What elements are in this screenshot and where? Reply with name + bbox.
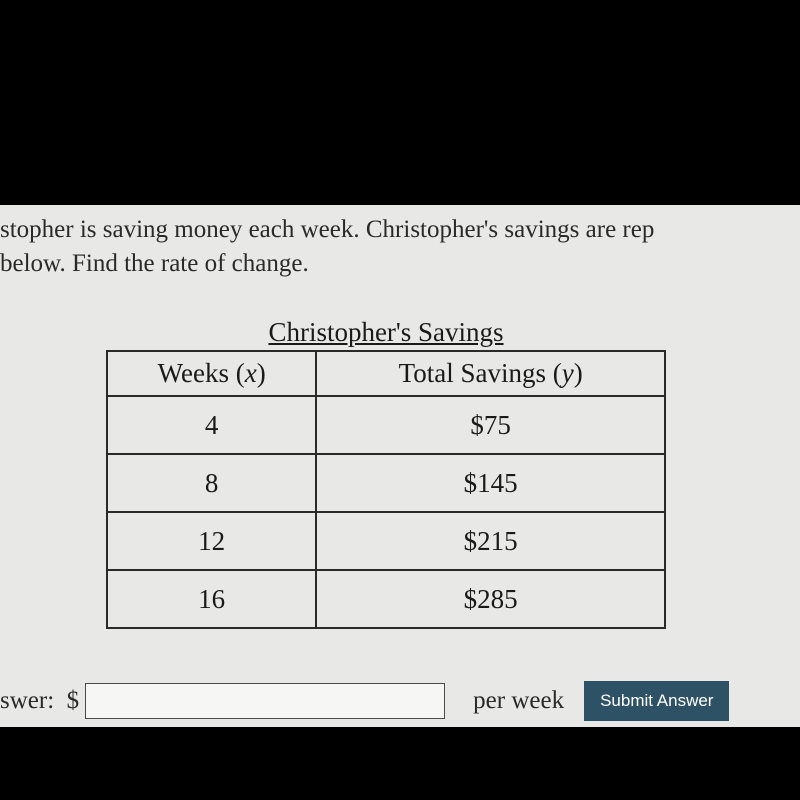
cell-savings: $145	[316, 454, 665, 512]
problem-line-2: below. Find the rate of change.	[0, 250, 309, 277]
cell-savings: $285	[316, 570, 665, 628]
table-header-row: Weeks (x) Total Savings (y)	[107, 351, 665, 396]
answer-label: swer: $	[0, 687, 79, 715]
problem-line-1: stopher is saving money each week. Chris…	[0, 216, 654, 243]
table-row: 16 $285	[107, 570, 665, 628]
unit-label: per week	[473, 687, 564, 715]
problem-content: stopher is saving money each week. Chris…	[0, 205, 800, 727]
answer-row: swer: $ per week Submit Answer	[0, 681, 800, 721]
answer-input[interactable]	[85, 683, 445, 719]
cell-savings: $215	[316, 512, 665, 570]
table-title: Christopher's Savings	[106, 317, 666, 348]
cell-weeks: 16	[107, 570, 316, 628]
problem-statement: stopher is saving money each week. Chris…	[0, 213, 800, 281]
cell-weeks: 8	[107, 454, 316, 512]
cell-savings: $75	[316, 396, 665, 454]
table-row: 8 $145	[107, 454, 665, 512]
table-row: 12 $215	[107, 512, 665, 570]
table-row: 4 $75	[107, 396, 665, 454]
header-weeks: Weeks (x)	[107, 351, 316, 396]
cell-weeks: 4	[107, 396, 316, 454]
cell-weeks: 12	[107, 512, 316, 570]
submit-answer-button[interactable]: Submit Answer	[584, 681, 729, 721]
savings-table: Weeks (x) Total Savings (y) 4 $75 8 $145	[106, 350, 666, 629]
savings-table-container: Christopher's Savings Weeks (x) Total Sa…	[106, 317, 666, 629]
header-savings: Total Savings (y)	[316, 351, 665, 396]
